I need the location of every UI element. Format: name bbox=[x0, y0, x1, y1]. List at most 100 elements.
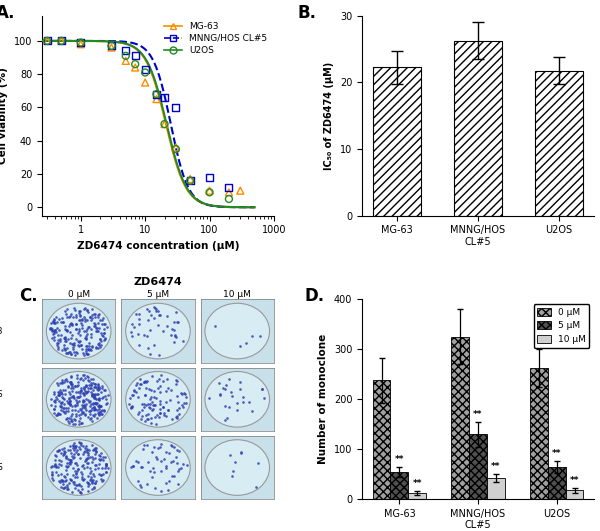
Point bbox=[47, 325, 57, 333]
Point bbox=[71, 409, 80, 418]
Point bbox=[79, 403, 88, 412]
Point bbox=[58, 407, 68, 415]
Point bbox=[94, 379, 103, 388]
Point bbox=[164, 449, 174, 457]
Point bbox=[224, 402, 234, 411]
Point bbox=[94, 455, 104, 463]
Point bbox=[94, 450, 103, 459]
Point bbox=[71, 442, 81, 450]
Bar bbox=[454, 40, 502, 216]
Point bbox=[76, 341, 85, 349]
Point bbox=[68, 392, 78, 401]
Point bbox=[52, 341, 61, 349]
Point bbox=[129, 386, 139, 395]
Point bbox=[82, 335, 91, 343]
Point bbox=[94, 459, 104, 468]
Point bbox=[46, 395, 56, 404]
Point bbox=[56, 399, 65, 407]
Point bbox=[147, 448, 157, 456]
Point bbox=[51, 392, 61, 401]
Point bbox=[57, 314, 67, 323]
Point bbox=[227, 472, 236, 480]
Point bbox=[99, 328, 109, 337]
Point bbox=[80, 447, 90, 456]
Point bbox=[55, 397, 64, 405]
Point bbox=[86, 414, 96, 423]
Bar bbox=[373, 380, 391, 499]
Point bbox=[56, 317, 66, 326]
Point bbox=[47, 474, 57, 482]
Point bbox=[67, 339, 76, 348]
Point bbox=[78, 371, 88, 379]
Point bbox=[47, 327, 57, 336]
Point bbox=[163, 486, 173, 495]
Point bbox=[136, 414, 146, 423]
Text: **: ** bbox=[552, 449, 562, 458]
Point bbox=[180, 390, 190, 398]
Point bbox=[182, 461, 191, 469]
Point bbox=[101, 400, 110, 408]
Point bbox=[95, 456, 104, 465]
Point bbox=[89, 310, 98, 319]
Point bbox=[68, 313, 78, 321]
Point bbox=[64, 398, 74, 407]
Point bbox=[71, 324, 81, 333]
Point bbox=[95, 402, 105, 410]
Point bbox=[94, 405, 104, 413]
Point bbox=[49, 405, 58, 413]
Point bbox=[74, 397, 83, 406]
Point bbox=[142, 479, 152, 488]
Point bbox=[69, 480, 79, 489]
Point bbox=[94, 401, 104, 409]
Point bbox=[82, 330, 92, 338]
Point bbox=[83, 323, 93, 331]
Point bbox=[65, 475, 75, 483]
Point bbox=[181, 393, 191, 401]
Point bbox=[98, 476, 107, 485]
Point bbox=[74, 443, 83, 451]
Point bbox=[100, 386, 110, 395]
Point bbox=[60, 389, 70, 398]
Point bbox=[89, 483, 99, 491]
Point bbox=[127, 320, 137, 329]
Point bbox=[72, 473, 82, 482]
Point bbox=[71, 412, 81, 421]
Point bbox=[89, 382, 99, 391]
Point bbox=[62, 348, 72, 357]
Point bbox=[78, 398, 88, 407]
Point bbox=[62, 377, 71, 386]
Point bbox=[103, 398, 112, 407]
Point bbox=[139, 403, 148, 412]
Bar bbox=[409, 493, 426, 499]
Point bbox=[179, 389, 188, 397]
Point bbox=[86, 325, 96, 333]
Point bbox=[90, 391, 100, 399]
Point bbox=[93, 402, 103, 410]
Point bbox=[59, 472, 68, 481]
Point bbox=[71, 448, 81, 457]
Point bbox=[89, 399, 98, 408]
Point bbox=[89, 391, 98, 400]
Point bbox=[49, 405, 59, 413]
Point bbox=[98, 464, 107, 472]
Point bbox=[59, 450, 68, 458]
Point bbox=[83, 375, 93, 384]
Point bbox=[67, 476, 76, 484]
Point bbox=[152, 411, 162, 419]
Point bbox=[64, 478, 74, 487]
Point bbox=[65, 401, 75, 409]
Point bbox=[103, 464, 113, 473]
Point bbox=[66, 334, 76, 342]
Point bbox=[50, 390, 59, 398]
Point bbox=[62, 344, 72, 353]
Point bbox=[69, 304, 79, 313]
Point bbox=[64, 335, 73, 344]
Point bbox=[80, 317, 89, 326]
Point bbox=[82, 349, 91, 357]
Point bbox=[73, 449, 83, 458]
Point bbox=[55, 410, 65, 418]
Point bbox=[89, 412, 98, 420]
Point bbox=[86, 469, 95, 478]
Point bbox=[133, 329, 143, 338]
Point bbox=[70, 416, 80, 424]
